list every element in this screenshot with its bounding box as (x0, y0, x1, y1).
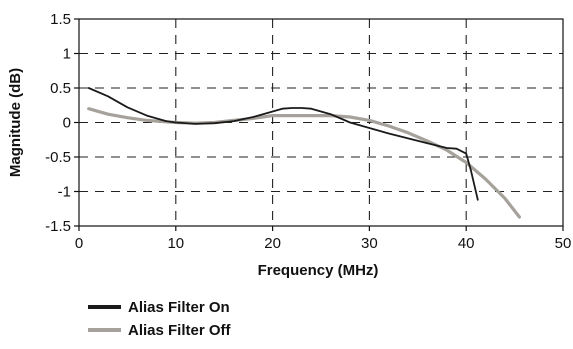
grid-lines (79, 19, 563, 226)
x-tick-label: 0 (75, 235, 83, 252)
y-tick-label: -1.5 (45, 218, 71, 235)
y-tick-label: -0.5 (45, 149, 71, 166)
legend-label-alias-filter-on: Alias Filter On (128, 299, 230, 316)
tick-labels: 1.510.50-0.5-1-1.50 10 20 30 40 50 (45, 11, 571, 252)
y-tick-label: 1.5 (50, 11, 71, 28)
x-tick-label: 40 (458, 235, 475, 252)
y-tick-label: 1 (63, 46, 71, 63)
legend-label-alias-filter-off: Alias Filter Off (128, 322, 232, 339)
series-lines (87, 87, 522, 219)
y-axis-title: Magnitude (dB) (7, 68, 24, 177)
axis-ticks (74, 18, 564, 231)
y-tick-label: 0.5 (50, 80, 71, 97)
x-tick-label: 50 (555, 235, 572, 252)
x-axis-title: Frequency (MHz) (258, 262, 379, 279)
y-tick-label: -1 (58, 184, 71, 201)
legend: Alias Filter On Alias Filter Off (88, 299, 232, 339)
x-tick-label: 30 (361, 235, 378, 252)
x-tick-label: 10 (167, 235, 184, 252)
x-tick-label: 20 (264, 235, 281, 252)
series-line-alias-filter-off (87, 107, 522, 219)
y-tick-label: 0 (63, 115, 71, 132)
plot-frame (78, 18, 564, 227)
series-line-alias-filter-on (87, 87, 479, 201)
